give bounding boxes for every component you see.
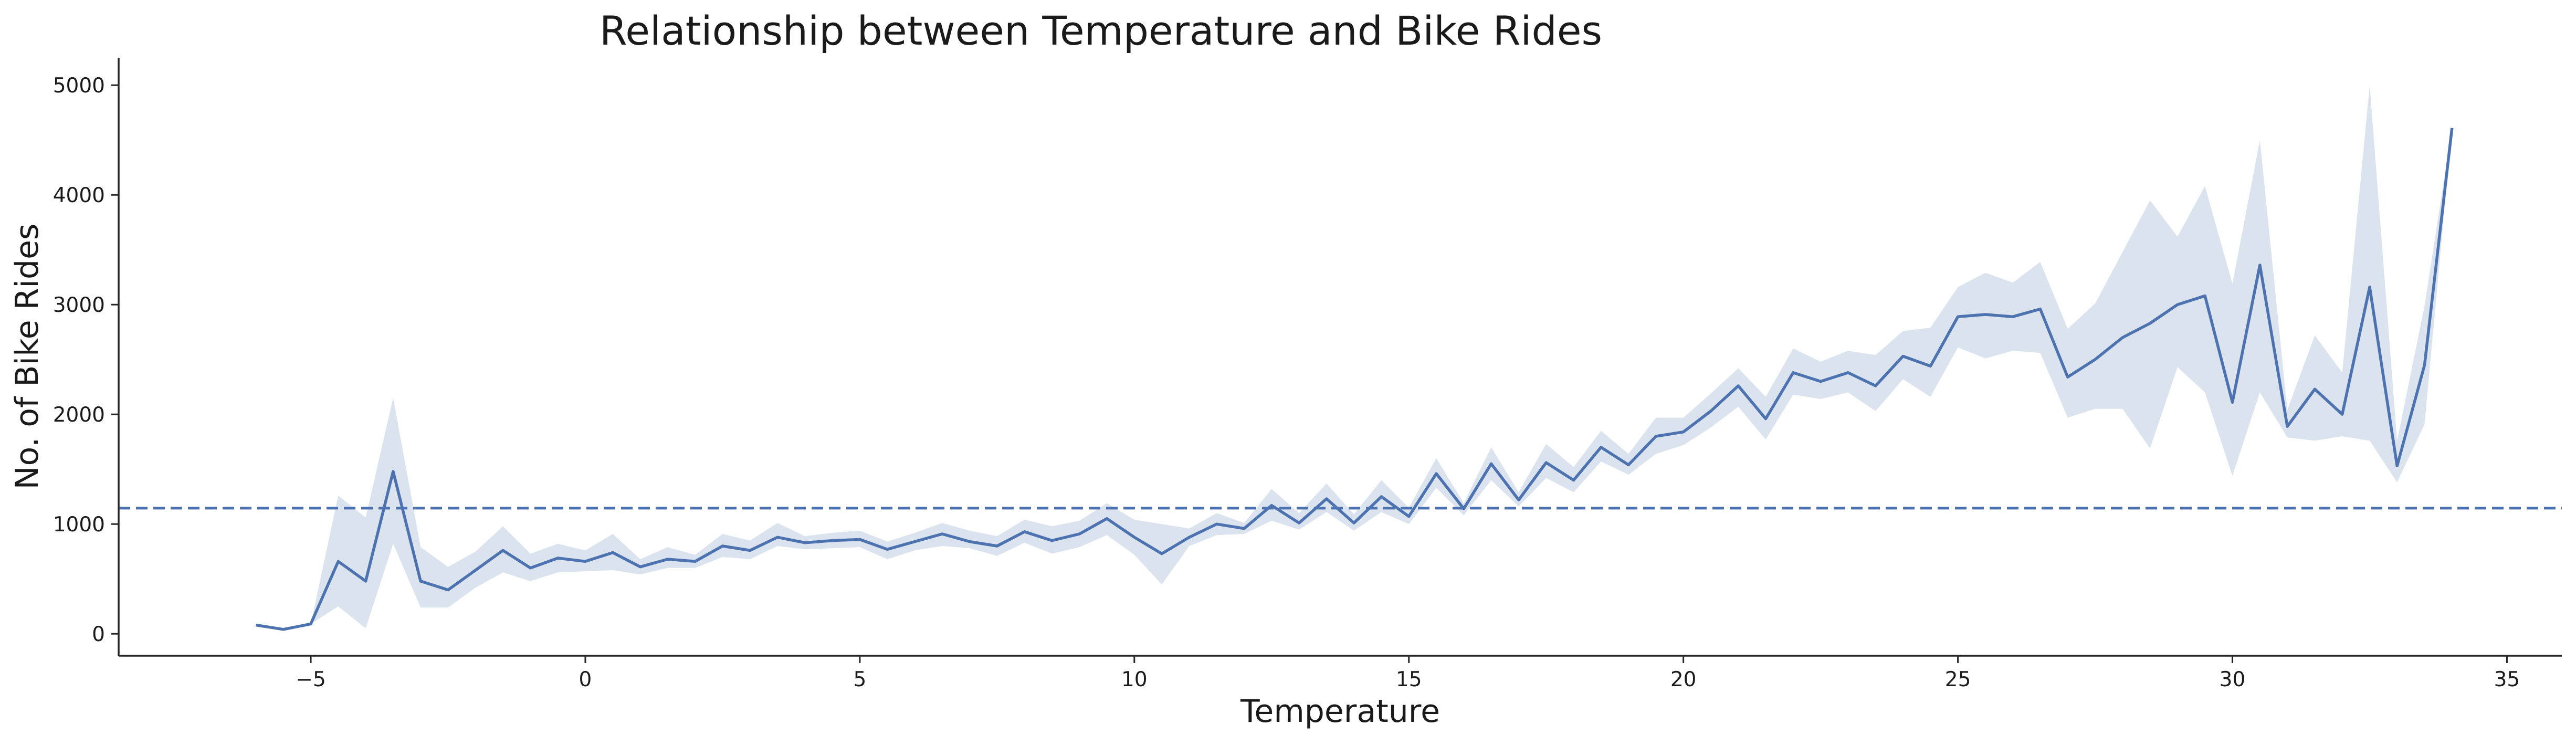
x-tick-label: 15: [1396, 668, 1422, 691]
x-tick-label: 5: [853, 668, 866, 691]
plot-area: [119, 85, 2562, 631]
y-tick-label: 5000: [53, 74, 105, 98]
x-tick-label: 30: [2220, 668, 2246, 691]
y-tick-label: 1000: [53, 513, 105, 537]
y-tick-label: 3000: [53, 293, 105, 317]
y-axis: 0 1000 2000 3000 4000 5000: [53, 74, 119, 646]
x-tick-label: 10: [1121, 668, 1148, 691]
y-tick-label: 0: [92, 623, 105, 646]
x-axis-label: Temperature: [1240, 693, 1440, 730]
x-tick-label: 35: [2494, 668, 2520, 691]
x-tick-label: 20: [1670, 668, 1697, 691]
x-tick-label: −5: [296, 668, 326, 691]
y-axis-label: No. of Bike Rides: [9, 224, 46, 490]
x-axis: −5 0 5 10 15 20 25 30 35: [296, 656, 2520, 691]
x-tick-label: 0: [579, 668, 592, 691]
y-tick-label: 4000: [53, 184, 105, 207]
confidence-band: [256, 85, 2452, 629]
series-line: [256, 128, 2454, 631]
chart-title: Relationship between Temperature and Bik…: [600, 7, 1602, 54]
y-tick-label: 2000: [53, 403, 105, 427]
x-tick-label: 25: [1945, 668, 1971, 691]
